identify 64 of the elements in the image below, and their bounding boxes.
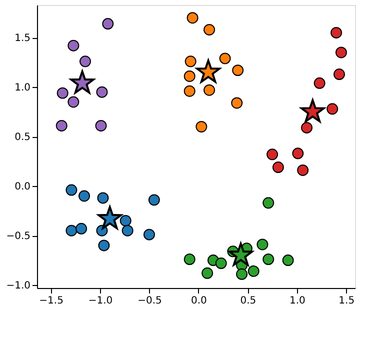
x-tick-label: −1.0	[88, 296, 113, 306]
point	[70, 70, 94, 94]
point	[297, 164, 309, 176]
y-tick-label: 0.0	[14, 182, 30, 193]
point	[204, 84, 216, 96]
y-tick-label: −0.5	[6, 231, 30, 242]
point	[68, 40, 80, 52]
point	[219, 52, 231, 64]
x-tick-label: 0.5	[240, 296, 256, 306]
y-tick-label: −1.0	[6, 280, 30, 292]
x-tick-label: −1.5	[39, 296, 64, 306]
point	[262, 197, 274, 209]
point	[202, 267, 214, 279]
y-tick-label: 1.0	[14, 82, 30, 94]
point	[266, 148, 278, 160]
point	[76, 222, 88, 234]
point	[272, 162, 284, 174]
point	[282, 254, 294, 266]
point	[256, 238, 268, 250]
point	[335, 46, 347, 58]
point	[300, 99, 325, 122]
point	[196, 120, 208, 132]
point	[186, 12, 198, 24]
point	[148, 194, 160, 206]
x-tick-label: 1.5	[338, 296, 355, 306]
point	[184, 85, 196, 97]
point	[122, 224, 134, 236]
point	[97, 192, 109, 204]
point	[196, 60, 220, 83]
point	[79, 56, 91, 68]
point	[120, 214, 132, 226]
point	[66, 184, 78, 196]
y-tick-label: 0.5	[14, 132, 30, 144]
point	[184, 56, 196, 68]
x-tick-label: 0.0	[191, 296, 207, 306]
point	[96, 86, 108, 98]
point	[68, 96, 80, 108]
point	[95, 120, 107, 132]
point	[78, 190, 90, 202]
point	[184, 70, 196, 82]
point	[301, 122, 313, 134]
point	[330, 26, 342, 38]
point	[204, 24, 216, 36]
point	[184, 254, 196, 266]
point	[236, 268, 248, 280]
point	[66, 224, 78, 236]
point	[326, 103, 338, 115]
point	[228, 242, 253, 266]
x-tick-label: 1.0	[289, 296, 306, 306]
point	[102, 18, 114, 30]
point	[56, 120, 68, 132]
point	[215, 258, 227, 269]
point	[56, 87, 68, 99]
point	[292, 148, 304, 160]
point	[232, 64, 244, 76]
x-tick-label: −0.5	[138, 296, 162, 306]
point	[334, 68, 345, 80]
point	[231, 97, 243, 109]
point	[248, 265, 260, 277]
point	[262, 254, 274, 266]
point	[314, 77, 326, 89]
point	[143, 228, 155, 240]
y-tick-label: 1.5	[14, 33, 30, 44]
point	[98, 240, 110, 252]
